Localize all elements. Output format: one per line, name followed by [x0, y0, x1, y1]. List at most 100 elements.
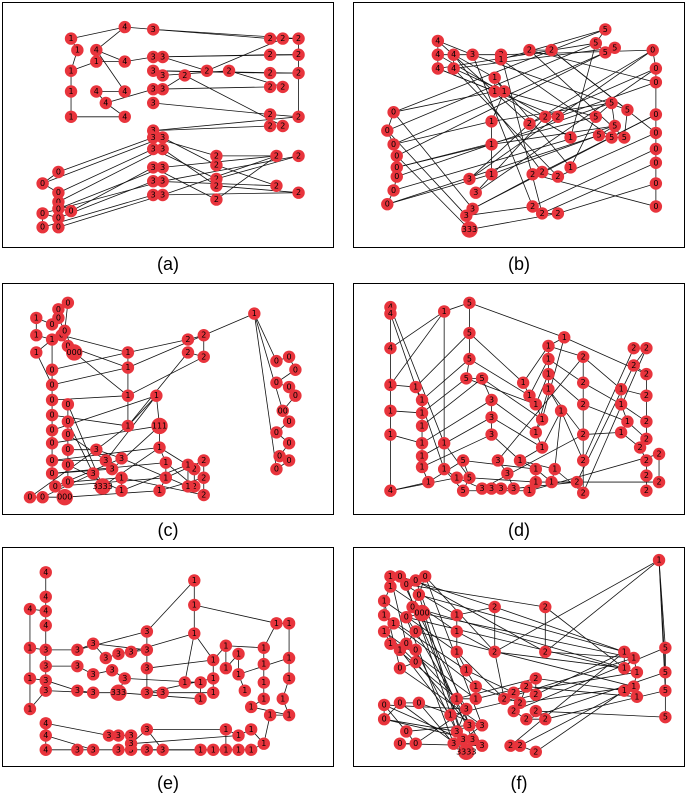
node-label: 3	[451, 739, 456, 748]
node-circle	[118, 55, 131, 68]
node-circle	[526, 168, 539, 181]
node-circle	[523, 484, 536, 497]
graph-node: 0	[387, 106, 400, 119]
node-circle	[210, 179, 223, 192]
node-label: 0	[404, 613, 409, 622]
node-circle	[649, 126, 663, 140]
node-label: 1	[211, 688, 216, 697]
graph-node: 4	[39, 717, 52, 730]
graph-node: 0	[387, 138, 400, 151]
node-circle	[90, 43, 103, 57]
node-circle	[551, 207, 565, 220]
node-label: 4	[451, 64, 456, 73]
node-label: 1	[634, 692, 639, 701]
node-label: 0	[287, 352, 292, 361]
node-label: 2	[511, 707, 516, 716]
graph-node: 2	[210, 149, 223, 163]
edge	[583, 403, 628, 422]
graph-node: 111	[151, 417, 168, 435]
node-label: 1	[419, 396, 424, 405]
node-label: 0	[56, 168, 61, 177]
graph-node: 1	[535, 441, 549, 454]
graph-node: 1	[150, 389, 163, 402]
node-label: 1	[34, 313, 39, 322]
node-circle	[178, 69, 191, 82]
graph-node: 0	[282, 415, 296, 428]
edge	[582, 347, 647, 494]
node-label: 0	[416, 698, 421, 707]
node-label: 2	[214, 151, 219, 160]
graph-node: 2	[523, 117, 536, 130]
node-circle	[263, 48, 277, 61]
node-label: 1	[119, 486, 124, 495]
node-circle	[118, 672, 131, 685]
node-circle	[577, 398, 590, 411]
node-label: 0	[50, 365, 55, 374]
node-label: 2	[280, 34, 285, 43]
edge	[421, 378, 467, 414]
node-label: 000	[414, 609, 429, 618]
edge	[535, 678, 625, 692]
node-circle	[485, 482, 498, 495]
node-label: 2	[644, 471, 649, 480]
node-label: 1	[454, 473, 459, 482]
graph-node: 2	[529, 745, 542, 759]
panel-caption-b: (b)	[508, 254, 530, 274]
node-label: 1	[533, 428, 538, 437]
node-label: 3	[480, 721, 485, 730]
graph-node: 1	[415, 406, 429, 420]
node-label: 3	[454, 727, 459, 736]
node-label: 3	[160, 145, 165, 154]
node-circle	[56, 489, 73, 506]
node-circle	[276, 692, 289, 705]
node-circle	[200, 64, 214, 77]
edge	[418, 702, 454, 744]
node-label: 2	[644, 434, 649, 443]
graph-node: 2	[577, 486, 590, 500]
graph-node: 1	[614, 383, 628, 396]
graph-node: 1	[630, 690, 644, 703]
graph-node: 0	[45, 454, 59, 467]
node-circle	[71, 659, 84, 673]
node-label: 3	[480, 484, 485, 493]
node-label: 0	[413, 658, 418, 667]
node-circle	[409, 737, 422, 750]
node-label: 3	[160, 53, 165, 62]
node-label: 4	[388, 309, 393, 318]
edge	[146, 659, 214, 669]
node-label: 2	[533, 690, 538, 699]
graph-node: 2	[222, 64, 236, 77]
node-circle	[554, 404, 568, 417]
node-label: 1	[261, 694, 266, 703]
node-circle	[640, 454, 653, 467]
node-circle	[30, 311, 43, 325]
node-label: 2	[517, 741, 522, 750]
edge	[456, 651, 505, 700]
node-circle	[263, 32, 277, 45]
node-label: 1	[261, 678, 266, 687]
graph-node: 0	[419, 570, 432, 583]
node-circle	[475, 739, 489, 752]
node-label: 2	[644, 391, 649, 400]
node-label: 0	[293, 365, 298, 374]
node-circle	[577, 428, 590, 441]
node-circle	[627, 651, 640, 665]
graph-node: 3	[112, 729, 125, 742]
graph-node: 5	[599, 23, 612, 36]
node-label: 1	[454, 694, 459, 703]
graph-node: 1	[498, 85, 511, 98]
graph-node: 3	[507, 482, 520, 495]
graph-node: 2	[652, 447, 666, 461]
node-circle	[39, 659, 52, 673]
node-circle	[257, 641, 270, 654]
edge	[406, 584, 546, 608]
edge	[453, 54, 543, 173]
node-circle	[181, 333, 195, 346]
node-circle	[147, 161, 160, 174]
node-label: 2	[296, 188, 301, 197]
edge	[532, 173, 656, 207]
node-label: 1	[521, 378, 526, 387]
node-circle	[282, 350, 296, 363]
node-label: 5	[593, 39, 598, 48]
node-label: 3	[119, 454, 124, 463]
